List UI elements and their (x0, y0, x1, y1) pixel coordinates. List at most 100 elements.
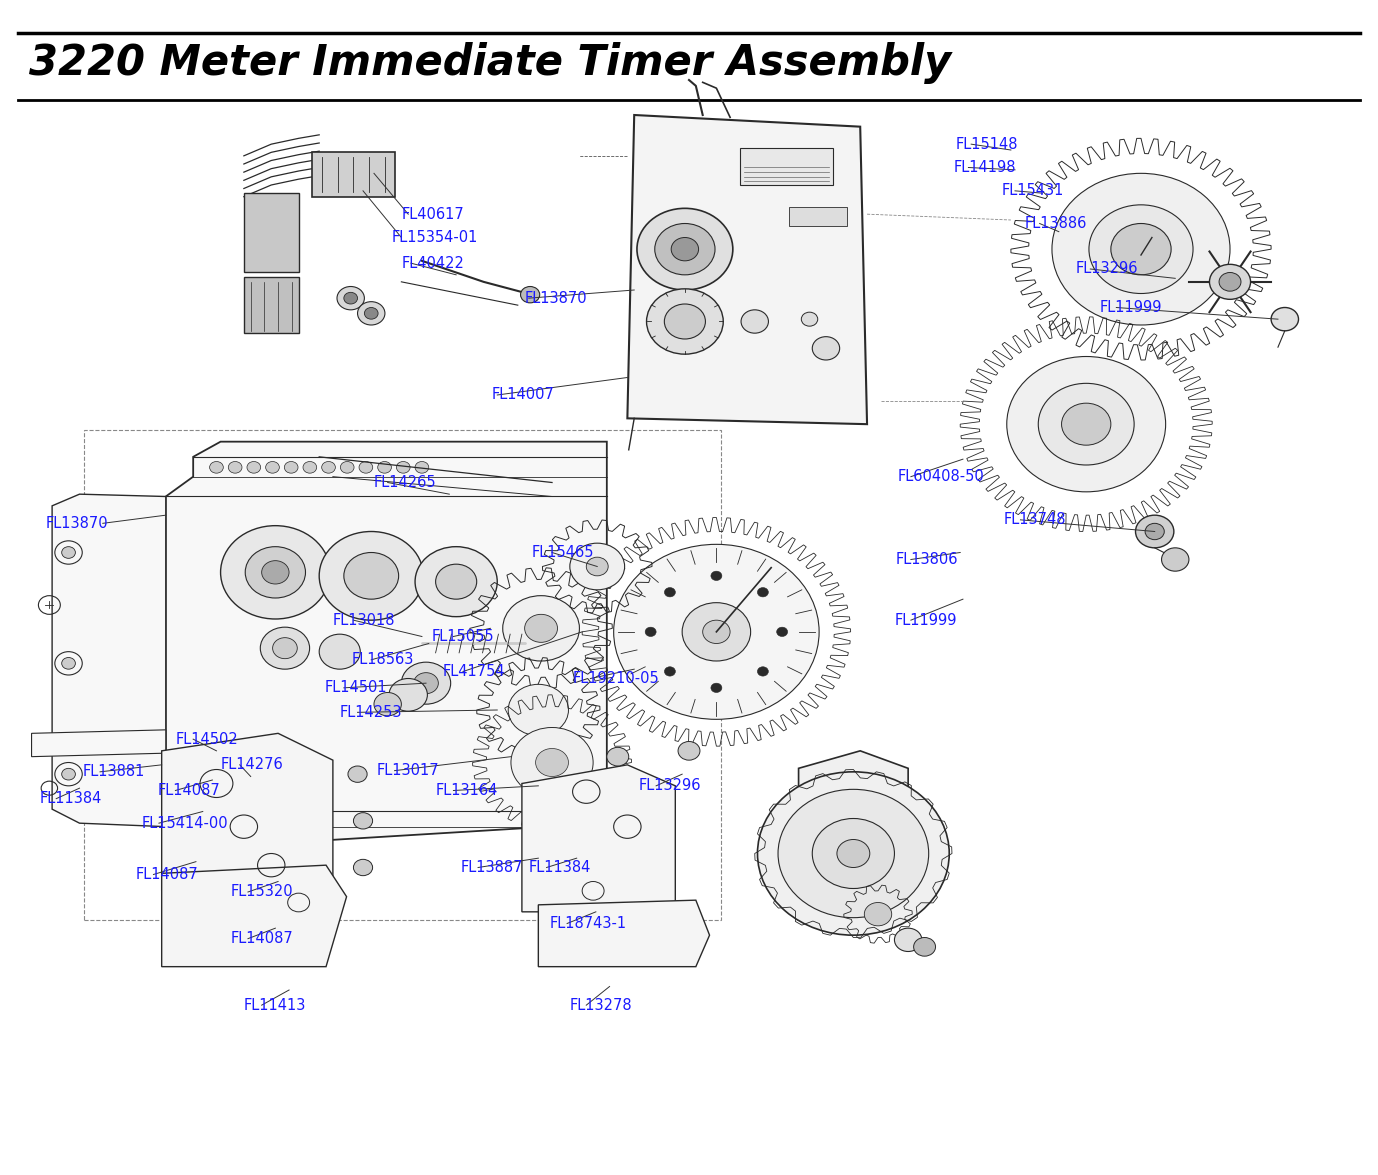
Text: FL14502: FL14502 (175, 732, 238, 746)
Circle shape (646, 289, 723, 354)
Circle shape (682, 603, 751, 662)
Circle shape (586, 557, 608, 576)
Polygon shape (161, 733, 333, 891)
Circle shape (894, 928, 922, 952)
Circle shape (349, 766, 367, 783)
Circle shape (245, 546, 306, 598)
Circle shape (645, 627, 656, 637)
Circle shape (655, 223, 715, 275)
Circle shape (220, 525, 331, 619)
Circle shape (758, 588, 769, 597)
Text: FL14087: FL14087 (135, 867, 198, 882)
Text: FL13870: FL13870 (525, 290, 587, 306)
Text: FL15414-00: FL15414-00 (141, 815, 227, 831)
Circle shape (1111, 223, 1171, 275)
Circle shape (340, 462, 354, 474)
Circle shape (415, 546, 497, 617)
Circle shape (415, 462, 429, 474)
Circle shape (338, 287, 364, 310)
Text: FL13887: FL13887 (460, 860, 522, 875)
Polygon shape (161, 865, 347, 967)
Circle shape (836, 839, 870, 867)
Circle shape (1220, 273, 1242, 291)
Polygon shape (52, 495, 165, 827)
Text: FL19210-05: FL19210-05 (573, 671, 659, 686)
Circle shape (570, 543, 624, 590)
Circle shape (344, 552, 398, 599)
Circle shape (413, 672, 438, 693)
Circle shape (1007, 356, 1166, 492)
Circle shape (1051, 174, 1231, 325)
Text: FL14007: FL14007 (492, 388, 554, 403)
Text: 3220 Meter Immediate Timer Assembly: 3220 Meter Immediate Timer Assembly (29, 41, 951, 83)
Circle shape (344, 293, 357, 304)
Circle shape (703, 620, 730, 644)
Polygon shape (799, 751, 908, 920)
Circle shape (209, 462, 223, 474)
Circle shape (262, 560, 289, 584)
Circle shape (1038, 383, 1134, 465)
Text: FL40422: FL40422 (401, 256, 464, 270)
Circle shape (758, 772, 949, 935)
Circle shape (353, 813, 372, 830)
Text: FL13881: FL13881 (83, 764, 145, 779)
Text: FL15431: FL15431 (1002, 183, 1064, 199)
Polygon shape (522, 765, 675, 912)
Circle shape (1162, 548, 1189, 571)
Text: FL11999: FL11999 (1100, 300, 1163, 315)
Circle shape (320, 531, 423, 620)
Circle shape (503, 596, 579, 662)
Text: FL41754: FL41754 (442, 664, 506, 679)
Circle shape (1135, 515, 1174, 548)
Bar (84, 430, 721, 920)
Circle shape (397, 462, 411, 474)
Circle shape (812, 819, 894, 888)
Circle shape (62, 546, 76, 558)
Circle shape (711, 683, 722, 692)
Circle shape (1271, 308, 1298, 331)
Circle shape (637, 208, 733, 290)
Circle shape (812, 337, 839, 360)
Circle shape (678, 741, 700, 760)
Circle shape (364, 308, 378, 320)
Text: FL11413: FL11413 (244, 998, 306, 1013)
Text: FL13748: FL13748 (1005, 512, 1067, 528)
Text: FL15148: FL15148 (956, 136, 1018, 152)
Text: FL15320: FL15320 (230, 885, 292, 900)
Circle shape (373, 692, 401, 716)
Circle shape (741, 310, 769, 334)
Circle shape (606, 747, 628, 766)
Circle shape (273, 638, 298, 659)
Circle shape (711, 571, 722, 580)
Text: FL15354-01: FL15354-01 (391, 230, 478, 246)
Text: FL13886: FL13886 (1025, 216, 1087, 231)
Circle shape (671, 237, 699, 261)
Circle shape (353, 859, 372, 875)
Circle shape (303, 462, 317, 474)
Circle shape (1089, 204, 1193, 294)
Text: FL11999: FL11999 (894, 612, 956, 627)
Text: FL18563: FL18563 (351, 652, 415, 667)
Text: FL11384: FL11384 (40, 791, 102, 806)
Bar (790, 207, 846, 226)
Circle shape (779, 790, 929, 918)
Circle shape (320, 634, 360, 670)
Text: FL13870: FL13870 (45, 516, 107, 531)
Text: FL11384: FL11384 (529, 860, 591, 875)
Text: FL14265: FL14265 (373, 475, 437, 490)
Text: FL14501: FL14501 (325, 680, 387, 696)
Circle shape (389, 678, 427, 711)
Circle shape (266, 462, 280, 474)
Circle shape (511, 727, 593, 798)
Bar (244, 193, 299, 273)
Bar (244, 277, 299, 334)
Polygon shape (32, 730, 165, 757)
Text: FL14087: FL14087 (230, 931, 294, 946)
Text: FL14198: FL14198 (954, 160, 1016, 175)
Text: FL13278: FL13278 (570, 998, 633, 1013)
Circle shape (536, 748, 569, 777)
Circle shape (664, 304, 706, 340)
Circle shape (435, 564, 477, 599)
Circle shape (758, 666, 769, 676)
Circle shape (378, 462, 391, 474)
